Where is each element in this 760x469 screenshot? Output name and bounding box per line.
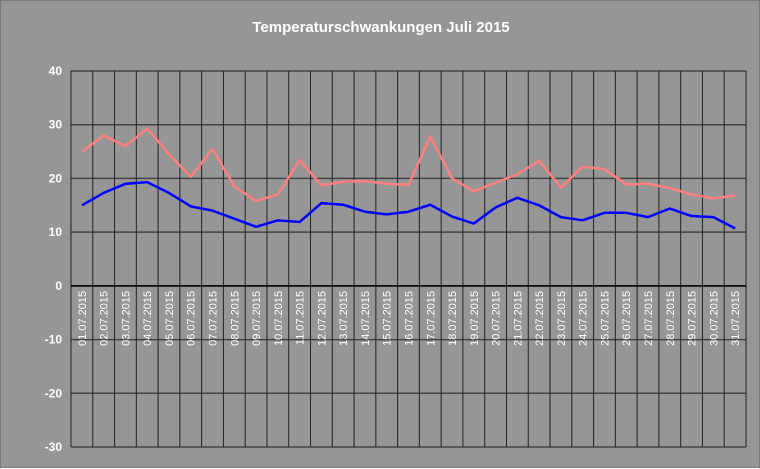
x-tick-label: 12.07.2015 bbox=[316, 291, 328, 346]
x-tick-label: 13.07.2015 bbox=[338, 291, 350, 346]
x-tick-label: 06.07.2015 bbox=[186, 291, 198, 346]
x-tick-label: 22.07.2015 bbox=[534, 291, 546, 346]
x-tick-label: 29.07.2015 bbox=[687, 291, 699, 346]
x-tick-label: 08.07.2015 bbox=[229, 291, 241, 346]
y-tick-label: 0 bbox=[55, 279, 62, 293]
x-tick-label: 02.07.2015 bbox=[99, 291, 111, 346]
x-tick-label: 16.07.2015 bbox=[404, 291, 416, 346]
x-tick-label: 11.07.2015 bbox=[295, 291, 307, 345]
x-tick-label: 15.07.2015 bbox=[382, 291, 394, 346]
x-tick-label: 28.07.2015 bbox=[665, 291, 677, 346]
x-tick-label: 26.07.2015 bbox=[621, 291, 633, 346]
x-tick-label: 09.07.2015 bbox=[251, 291, 263, 346]
x-tick-label: 19.07.2015 bbox=[469, 291, 481, 346]
x-tick-label: 17.07.2015 bbox=[425, 291, 437, 346]
y-tick-label: -30 bbox=[45, 440, 63, 454]
y-tick-label: 40 bbox=[49, 64, 63, 78]
x-tick-label: 25.07.2015 bbox=[599, 291, 611, 346]
y-tick-label: 10 bbox=[49, 225, 63, 239]
x-tick-label: 14.07.2015 bbox=[360, 291, 372, 346]
x-tick-label: 20.07.2015 bbox=[491, 291, 503, 346]
x-tick-label: 31.07.2015 bbox=[730, 291, 742, 346]
x-tick-label: 27.07.2015 bbox=[643, 291, 655, 346]
x-tick-label: 03.07.2015 bbox=[120, 291, 132, 346]
x-tick-label: 23.07.2015 bbox=[556, 291, 568, 346]
x-tick-label: 10.07.2015 bbox=[273, 291, 285, 346]
y-tick-label: 20 bbox=[49, 171, 63, 185]
x-tick-label: 30.07.2015 bbox=[708, 291, 720, 346]
x-tick-label: 05.07.2015 bbox=[164, 291, 176, 346]
x-tick-label: 18.07.2015 bbox=[447, 291, 459, 346]
y-tick-label: -10 bbox=[45, 333, 63, 347]
y-tick-label: -20 bbox=[45, 386, 63, 400]
x-tick-label: 04.07.2015 bbox=[142, 291, 154, 346]
x-tick-label: 07.07.2015 bbox=[208, 291, 220, 346]
x-tick-label: 21.07.2015 bbox=[512, 291, 524, 346]
x-tick-label: 24.07.2015 bbox=[578, 291, 590, 346]
x-tick-label: 01.07.2015 bbox=[77, 291, 89, 346]
y-tick-label: 30 bbox=[49, 118, 63, 132]
